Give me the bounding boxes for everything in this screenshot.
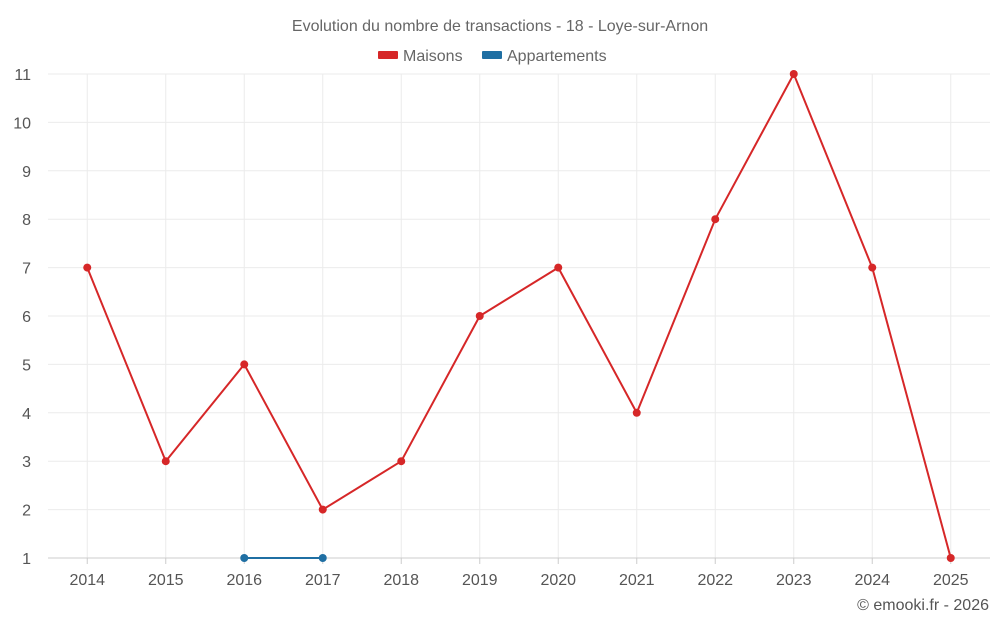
data-point-appartements[interactable] — [240, 554, 249, 562]
x-tick-label: 2025 — [933, 572, 969, 589]
legend-label-appartements[interactable]: Appartements — [507, 48, 607, 65]
data-point-maisons[interactable] — [318, 505, 327, 514]
data-point-maisons[interactable] — [240, 360, 249, 369]
data-point-maisons[interactable] — [161, 457, 170, 466]
x-tick-label: 2017 — [305, 572, 341, 589]
credit-text: © emooki.fr - 2026 — [857, 597, 989, 614]
x-axis-ticks: 2014 2015 2016 2017 2018 2019 2020 2021 2022 2023… — [69, 558, 969, 589]
y-tick-label: 3 — [22, 454, 31, 471]
legend-swatch-maisons — [378, 51, 398, 59]
chart-title: Evolution du nombre de transactions - 18… — [292, 18, 708, 35]
legend-swatch-appartements — [482, 51, 502, 59]
x-tick-label: 2016 — [226, 572, 262, 589]
x-tick-label: 2021 — [619, 572, 655, 589]
y-tick-label: 5 — [22, 357, 31, 374]
data-point-maisons[interactable] — [868, 263, 877, 272]
data-point-maisons[interactable] — [475, 312, 484, 320]
y-axis-ticks: 1 2 3 4 5 6 7 8 9 10 11 — [13, 67, 31, 568]
legend[interactable]: Maisons Appartements — [378, 48, 607, 65]
data-point-maisons[interactable] — [789, 70, 798, 78]
y-tick-label: 10 — [13, 115, 31, 132]
y-tick-label: 4 — [22, 406, 31, 423]
x-tick-label: 2022 — [697, 572, 733, 589]
y-tick-label: 8 — [22, 212, 31, 229]
x-tick-label: 2020 — [540, 572, 576, 589]
x-tick-label: 2018 — [383, 572, 419, 589]
y-tick-label: 11 — [14, 67, 31, 84]
data-point-maisons[interactable] — [946, 554, 955, 562]
series-layer — [83, 70, 955, 562]
y-tick-label: 7 — [22, 261, 31, 278]
data-point-appartements[interactable] — [318, 554, 327, 562]
x-tick-label: 2024 — [854, 572, 890, 589]
y-tick-label: 9 — [22, 164, 31, 181]
x-tick-label: 2019 — [462, 572, 498, 589]
data-point-maisons[interactable] — [397, 457, 406, 466]
data-point-maisons[interactable] — [554, 263, 563, 272]
legend-label-maisons[interactable]: Maisons — [403, 48, 463, 65]
y-tick-label: 1 — [22, 551, 31, 568]
y-tick-label: 2 — [22, 503, 31, 520]
x-tick-label: 2014 — [69, 572, 105, 589]
x-tick-label: 2023 — [776, 572, 812, 589]
data-point-maisons[interactable] — [711, 215, 720, 224]
grid — [48, 73, 990, 559]
x-tick-label: 2015 — [148, 572, 184, 589]
y-tick-label: 6 — [22, 309, 31, 326]
data-point-maisons[interactable] — [632, 408, 641, 417]
series-line-maisons — [86, 73, 952, 559]
data-point-maisons[interactable] — [83, 263, 92, 272]
